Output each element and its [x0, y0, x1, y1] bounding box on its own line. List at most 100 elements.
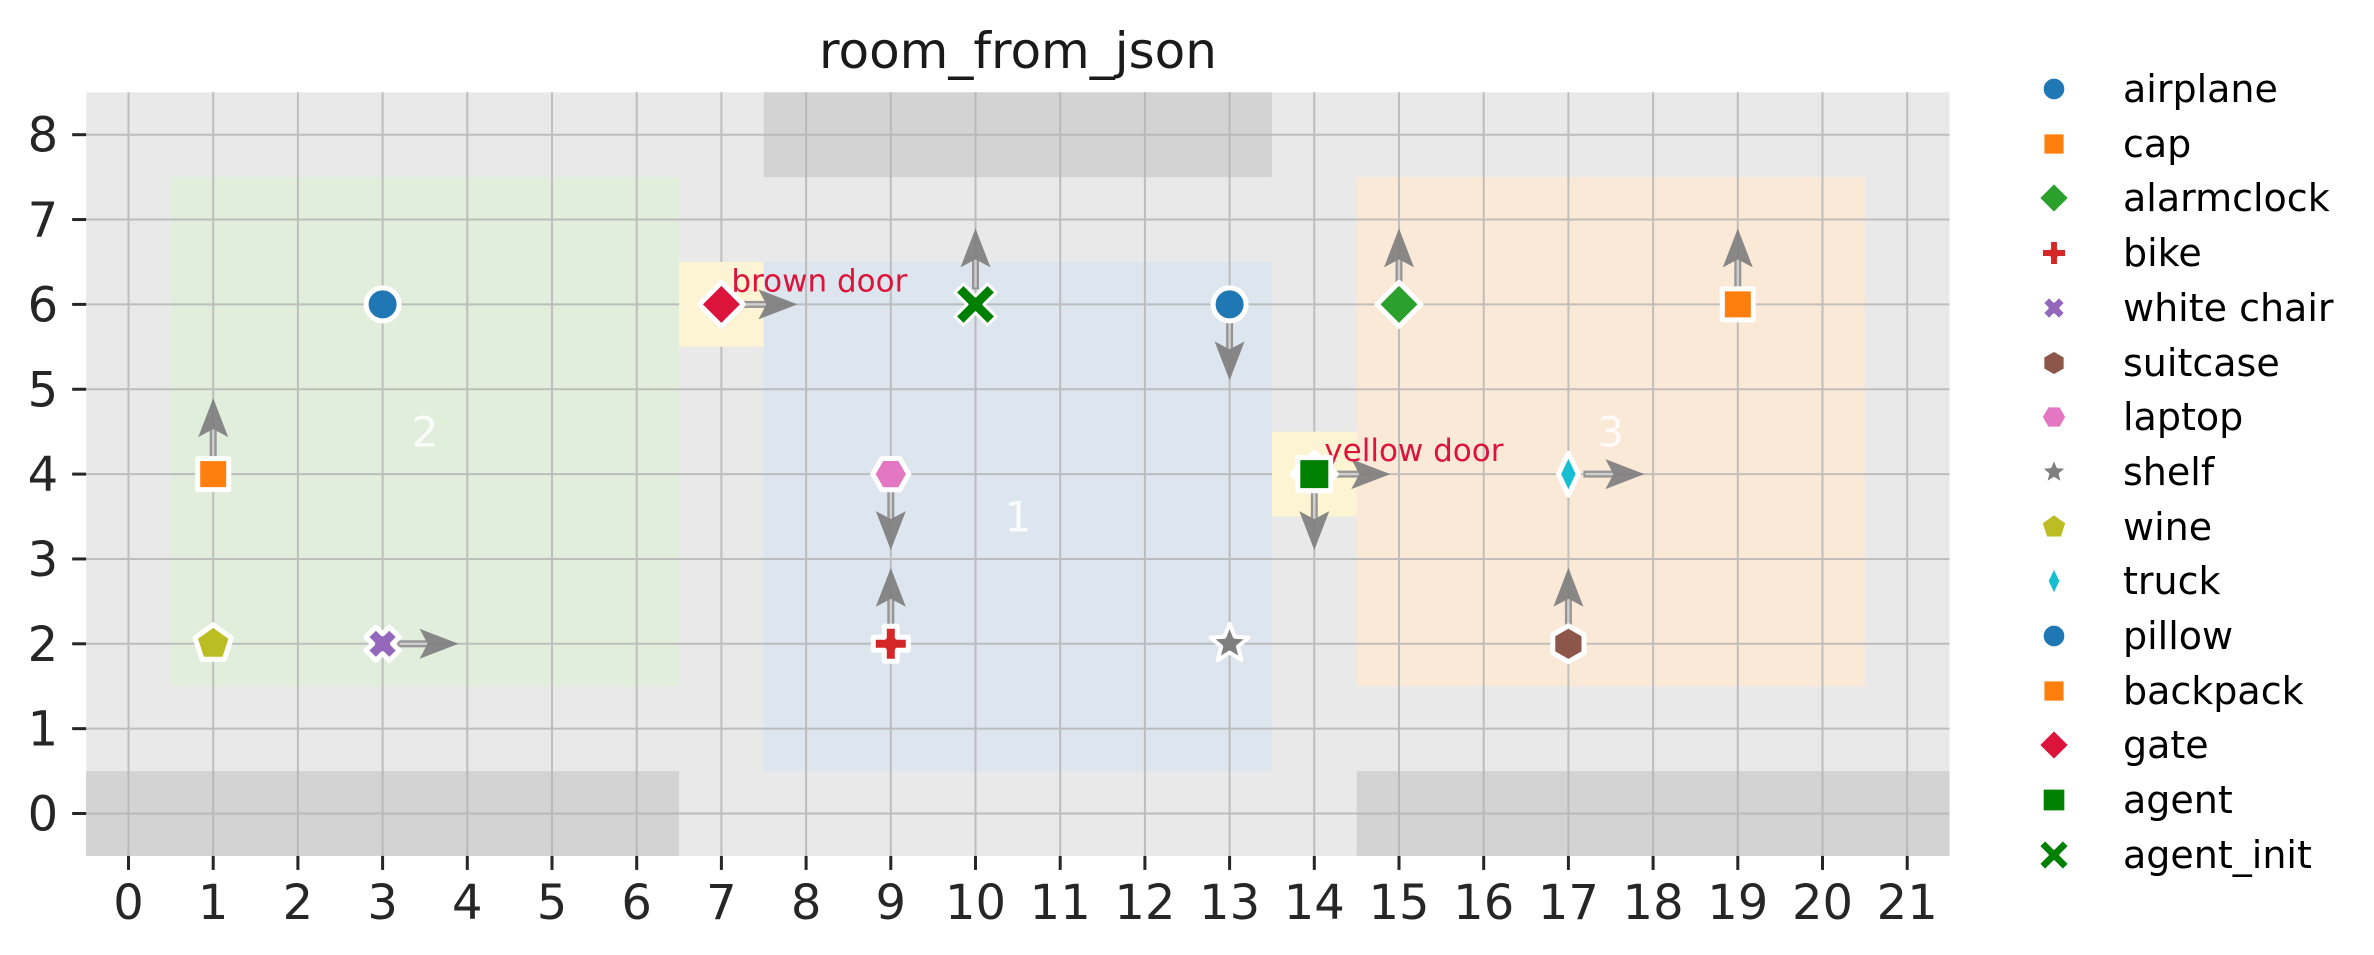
legend-label: alarmclock	[2123, 176, 2330, 221]
legend-label: suitcase	[2123, 340, 2280, 385]
legend-label: backpack	[2123, 668, 2304, 713]
hexagon_pointy-marker	[2040, 347, 2068, 378]
object-agent_init	[953, 228, 998, 327]
x-marker	[2039, 293, 2069, 322]
star-marker	[1208, 621, 1251, 662]
object-alarmclock	[1374, 228, 1424, 329]
x_large-marker	[2037, 838, 2071, 872]
legend-label: agent_init	[2123, 832, 2312, 877]
y-tick-label: 6	[28, 277, 59, 333]
x-tick-label: 1	[198, 875, 229, 931]
legend-item-airplane: airplane	[2028, 62, 2278, 116]
x-tick-label: 15	[1368, 875, 1429, 931]
plus-marker	[2039, 238, 2069, 268]
thin_diamond-legend-swatch	[2044, 563, 2064, 599]
legend-label: agent	[2123, 778, 2233, 823]
room-region-2	[170, 177, 680, 687]
circle-marker	[1210, 285, 1249, 324]
object-backpack	[1719, 228, 1756, 323]
x-tick-label: 8	[791, 875, 822, 931]
legend-item-bike: bike	[2028, 226, 2202, 280]
x-tick-label: 21	[1877, 875, 1938, 931]
door-label: brown door	[731, 263, 907, 299]
direction-arrow-up	[1553, 567, 1584, 629]
x-tick-label: 17	[1538, 875, 1599, 931]
direction-arrow-down	[1214, 319, 1245, 381]
x-tick-label: 14	[1284, 875, 1345, 931]
object-shelf	[1208, 621, 1251, 662]
legend-item-agent: agent	[2028, 773, 2233, 827]
hexagon_flat-legend-swatch	[2038, 403, 2070, 431]
y-tick-label: 1	[28, 702, 59, 758]
direction-arrow-up	[1384, 228, 1414, 290]
room-region-1	[763, 261, 1272, 772]
square-legend-swatch	[2040, 130, 2068, 157]
x-tick-label: 9	[876, 875, 907, 931]
diamond-marker	[2035, 727, 2073, 764]
square_large-marker	[1295, 455, 1334, 494]
x-tick-label: 6	[621, 875, 652, 931]
legend-item-gate: gate	[2028, 718, 2209, 772]
legend: airplane cap alarmclock bike white chair suit…	[2028, 0, 2374, 955]
square-marker	[2040, 677, 2068, 704]
square-marker	[195, 456, 232, 493]
door-gate-brown-door	[696, 279, 798, 329]
legend-label: airplane	[2123, 67, 2278, 111]
thin_diamond-marker	[1555, 450, 1581, 498]
x-tick-label: 3	[367, 875, 398, 931]
square_large-legend-swatch	[2040, 786, 2068, 815]
y-tick-label: 0	[28, 787, 59, 843]
direction-arrow-up	[960, 228, 991, 290]
object-white-chair	[363, 624, 459, 663]
axes: 0 1 2 3 4 5 6 7 8 9 10 11 12 13 14 15 16 17 18 19 20 21012345…	[28, 108, 1938, 931]
legend-label: pillow	[2123, 614, 2234, 658]
plus-legend-swatch	[2039, 238, 2069, 268]
object-suitcase	[1550, 567, 1587, 665]
x-marker	[363, 624, 402, 663]
legend-label: laptop	[2123, 395, 2244, 440]
x_large-legend-swatch	[2037, 838, 2071, 872]
legend-item-pillow: pillow	[2028, 609, 2233, 663]
x-tick-label: 11	[1030, 875, 1091, 931]
star-marker	[2038, 455, 2070, 486]
room-label-3: 3	[1597, 408, 1624, 457]
object-airplane	[1210, 285, 1249, 381]
pentagon-legend-swatch	[2038, 510, 2070, 540]
y-tick-label: 3	[28, 532, 59, 588]
y-tick-label: 4	[28, 447, 59, 503]
hexagon_pointy-legend-swatch	[2040, 347, 2068, 378]
y-tick-label: 2	[28, 617, 59, 673]
legend-label: bike	[2123, 231, 2202, 276]
pentagon-marker	[2038, 510, 2070, 540]
object-agent	[1295, 455, 1334, 551]
direction-arrow-down	[1299, 489, 1330, 551]
hexagon_pointy-marker	[1550, 623, 1587, 665]
x-tick-label: 12	[1114, 875, 1175, 931]
object-laptop	[870, 456, 912, 551]
square-marker	[2040, 130, 2068, 157]
x-tick-label: 4	[452, 875, 483, 931]
square-legend-swatch	[2040, 677, 2068, 704]
legend-item-white-chair: white chair	[2028, 281, 2334, 335]
legend-item-wine: wine	[2028, 500, 2212, 554]
circle-marker	[2040, 75, 2068, 103]
legend-label: truck	[2123, 559, 2221, 604]
legend-item-truck: truck	[2028, 554, 2221, 608]
object-cap	[195, 398, 232, 493]
circle-legend-swatch	[2040, 622, 2068, 650]
room-label-1: 1	[1004, 493, 1031, 542]
hexagon_flat-marker	[2038, 403, 2070, 431]
x-tick-label: 10	[945, 875, 1006, 931]
object-wine	[192, 622, 234, 662]
diamond-legend-swatch	[2035, 727, 2073, 764]
legend-label: white chair	[2123, 285, 2334, 330]
circle-marker	[2040, 622, 2068, 650]
direction-arrow-down	[875, 489, 906, 551]
legend-item-laptop: laptop	[2028, 390, 2243, 444]
y-tick-label: 8	[28, 108, 59, 164]
thin_diamond-marker	[2044, 563, 2064, 599]
legend-label: cap	[2123, 121, 2192, 166]
x-tick-label: 2	[283, 875, 314, 931]
